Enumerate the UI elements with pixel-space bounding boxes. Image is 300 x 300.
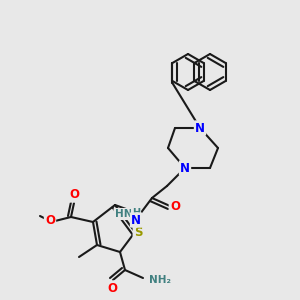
Text: O: O: [45, 214, 55, 227]
Text: H: H: [132, 208, 140, 218]
Text: O: O: [69, 188, 79, 202]
Text: NH₂: NH₂: [149, 275, 171, 285]
Text: S: S: [134, 226, 142, 238]
Text: O: O: [170, 200, 180, 214]
Text: N: N: [195, 122, 205, 134]
Text: O: O: [107, 281, 117, 295]
Text: N: N: [180, 161, 190, 175]
Text: HN: HN: [115, 209, 132, 219]
Text: N: N: [131, 214, 141, 226]
Text: O: O: [170, 200, 180, 212]
